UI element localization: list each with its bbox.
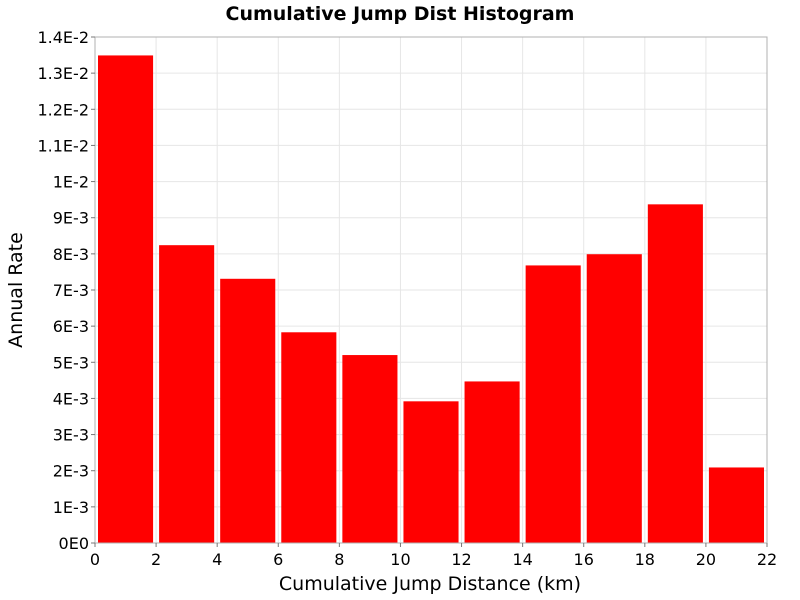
x-axis-ticks: 0 2 4 6 8 10 12 14 16 18 20 22 (90, 543, 777, 569)
y-tick-label-13: 1.3E-2 (37, 64, 89, 83)
x-tick-label-1: 2 (151, 550, 161, 569)
y-tick-label-8: 8E-3 (53, 245, 89, 264)
x-tick-label-11: 22 (757, 550, 777, 569)
y-tick-label-1: 1E-3 (53, 498, 89, 517)
y-tick-label-4: 4E-3 (53, 389, 89, 408)
y-tick-label-10: 1E-2 (53, 173, 89, 192)
y-tick-label-0: 0E0 (59, 534, 89, 553)
y-tick-label-11: 1.1E-2 (37, 136, 89, 155)
histogram-bar-10 (708, 467, 764, 543)
x-tick-label-3: 6 (273, 550, 283, 569)
x-tick-label-10: 20 (696, 550, 716, 569)
histogram-bar-3 (281, 332, 337, 543)
histogram-bar-6 (464, 381, 520, 543)
y-tick-label-6: 6E-3 (53, 317, 89, 336)
y-tick-label-3: 3E-3 (53, 426, 89, 445)
x-tick-label-6: 12 (451, 550, 471, 569)
y-tick-label-2: 2E-3 (53, 462, 89, 481)
histogram-bar-2 (220, 278, 276, 543)
bars (98, 55, 764, 543)
histogram-bar-8 (586, 254, 642, 543)
x-tick-label-2: 4 (212, 550, 222, 569)
chart-title: Cumulative Jump Dist Histogram (226, 3, 575, 25)
y-tick-label-7: 7E-3 (53, 281, 89, 300)
y-axis-label: Annual Rate (5, 232, 27, 348)
x-tick-label-4: 8 (334, 550, 344, 569)
histogram-bar-4 (342, 355, 398, 543)
y-tick-label-12: 1.2E-2 (37, 100, 89, 119)
x-tick-label-8: 16 (574, 550, 594, 569)
histogram-bar-7 (525, 265, 581, 543)
y-tick-label-9: 9E-3 (53, 209, 89, 228)
x-tick-label-9: 18 (635, 550, 655, 569)
histogram-bar-0 (98, 55, 154, 543)
y-tick-label-14: 1.4E-2 (37, 28, 89, 47)
x-tick-label-7: 14 (512, 550, 532, 569)
x-tick-label-5: 10 (390, 550, 410, 569)
histogram-bar-5 (403, 401, 459, 543)
histogram-bar-9 (647, 204, 703, 543)
histogram-bar-1 (159, 245, 215, 543)
y-axis-ticks: 0E0 1E-3 2E-3 3E-3 4E-3 5E-3 6E-3 7E-3 8E-3 9E-3 1… (37, 28, 95, 553)
y-tick-label-5: 5E-3 (53, 353, 89, 372)
x-axis-label: Cumulative Jump Distance (km) (279, 573, 581, 595)
x-tick-label-0: 0 (90, 550, 100, 569)
